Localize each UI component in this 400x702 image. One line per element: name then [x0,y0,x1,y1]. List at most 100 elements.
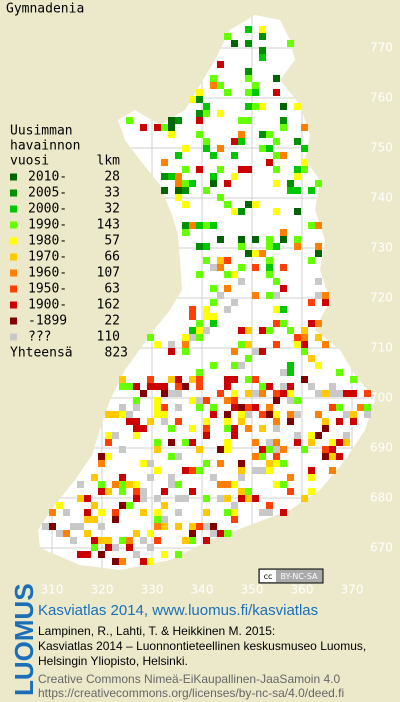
occurrence-cell [273,89,280,96]
occurrence-cell [245,355,252,362]
occurrence-cell [196,320,203,327]
occurrence-cell [266,446,273,453]
occurrence-cell [203,243,210,250]
occurrence-cell [210,404,217,411]
occurrence-cell [245,250,252,257]
occurrence-cell [175,481,182,488]
occurrence-cell [238,467,245,474]
occurrence-cell [266,145,273,152]
occurrence-cell [119,537,126,544]
occurrence-cell [273,278,280,285]
occurrence-cell [280,117,287,124]
occurrence-cell [315,180,322,187]
occurrence-cell [105,488,112,495]
occurrence-cell [329,467,336,474]
occurrence-cell [210,523,217,530]
occurrence-cell [182,341,189,348]
occurrence-cell [231,362,238,369]
occurrence-cell [196,222,203,229]
occurrence-cell [273,453,280,460]
occurrence-cell [189,334,196,341]
occurrence-cell [168,348,175,355]
occurrence-cell [147,376,154,383]
occurrence-cell [231,404,238,411]
legend-count: 66 [104,250,120,265]
occurrence-cell [238,411,245,418]
occurrence-cell [231,40,238,47]
occurrence-cell [203,425,210,432]
occurrence-cell [133,495,140,502]
occurrence-cell [56,502,63,509]
occurrence-cell [280,320,287,327]
occurrence-cell [357,404,364,411]
occurrence-cell [280,460,287,467]
occurrence-cell [91,537,98,544]
occurrence-cell [252,390,259,397]
occurrence-cell [336,390,343,397]
occurrence-cell [259,47,266,54]
occurrence-cell [154,495,161,502]
occurrence-cell [133,488,140,495]
occurrence-cell [161,404,168,411]
occurrence-cell [133,397,140,404]
occurrence-cell [287,369,294,376]
occurrence-cell [301,341,308,348]
occurrence-cell [322,446,329,453]
occurrence-cell [168,131,175,138]
occurrence-cell [329,446,336,453]
legend-total-label: Yhteensä [10,346,73,361]
occurrence-cell [217,61,224,68]
logo: LUOMUS [9,583,39,696]
occurrence-cell [280,236,287,243]
occurrence-cell [119,502,126,509]
occurrence-cell [287,411,294,418]
legend-label: ??? [28,330,51,345]
occurrence-cell [238,208,245,215]
occurrence-cell [161,516,168,523]
legend-label: 2010- [28,170,67,185]
occurrence-cell [350,390,357,397]
occurrence-cell [217,110,224,117]
occurrence-cell [119,446,126,453]
occurrence-cell [287,180,294,187]
occurrence-cell [273,390,280,397]
occurrence-cell [63,509,70,516]
occurrence-cell [182,229,189,236]
x-axis-label: 360 [291,583,314,597]
occurrence-cell [294,243,301,250]
occurrence-cell [49,523,56,530]
occurrence-cell [287,418,294,425]
occurrence-cell [175,383,182,390]
occurrence-cell [301,376,308,383]
legend-count: 33 [104,186,120,201]
occurrence-cell [273,418,280,425]
occurrence-cell [322,292,329,299]
occurrence-cell [98,537,105,544]
occurrence-cell [266,509,273,516]
occurrence-cell [252,495,259,502]
occurrence-cell [161,488,168,495]
occurrence-cell [217,390,224,397]
occurrence-cell [280,124,287,131]
occurrence-cell [147,418,154,425]
occurrence-cell [308,439,315,446]
occurrence-cell [196,376,203,383]
occurrence-cell [238,488,245,495]
occurrence-cell [196,467,203,474]
occurrence-cell [147,460,154,467]
occurrence-cell [91,474,98,481]
legend-swatch [10,333,17,341]
occurrence-cell [189,376,196,383]
occurrence-cell [133,432,140,439]
occurrence-cell [175,173,182,180]
occurrence-cell [210,313,217,320]
occurrence-cell [126,544,133,551]
occurrence-cell [259,145,266,152]
occurrence-cell [273,439,280,446]
occurrence-cell [168,341,175,348]
occurrence-cell [119,474,126,481]
occurrence-cell [245,75,252,82]
occurrence-cell [210,264,217,271]
occurrence-cell [154,467,161,474]
occurrence-cell [273,460,280,467]
